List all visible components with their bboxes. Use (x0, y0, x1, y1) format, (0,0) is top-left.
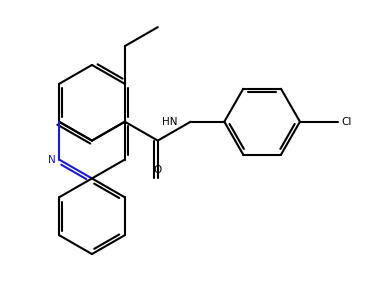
Text: Cl: Cl (342, 117, 352, 127)
Text: HN: HN (162, 117, 178, 127)
Text: N: N (48, 154, 56, 164)
Text: O: O (154, 165, 162, 175)
